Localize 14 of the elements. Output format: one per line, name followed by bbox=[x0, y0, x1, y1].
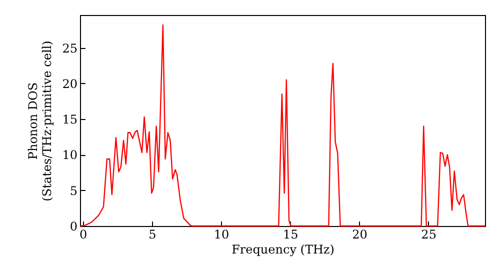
x-tick-label: 0 bbox=[79, 228, 88, 242]
x-tick-label: 25 bbox=[421, 228, 436, 242]
line-series bbox=[80, 24, 486, 227]
x-tick-label: 15 bbox=[282, 228, 298, 242]
x-tick-label: 10 bbox=[214, 228, 230, 242]
y-tick-label: 10 bbox=[62, 148, 78, 162]
x-tick-label: 20 bbox=[352, 228, 368, 242]
y-axis-title: Phonon DOS (States/THz·primitive cell) bbox=[26, 40, 54, 202]
y-tick-label: 20 bbox=[62, 76, 78, 91]
x-tick-label: 5 bbox=[148, 228, 156, 242]
y-tick-label: 25 bbox=[62, 41, 78, 56]
y-tick-label: 15 bbox=[62, 112, 78, 127]
y-tick-label: 5 bbox=[70, 184, 78, 198]
x-axis-title: Frequency (THz) bbox=[232, 242, 334, 256]
